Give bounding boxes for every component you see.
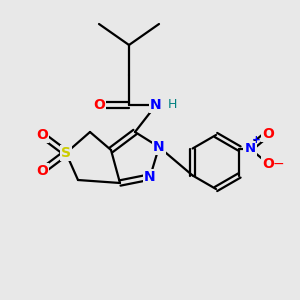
Text: S: S [61,146,71,160]
Text: N: N [153,140,165,154]
Text: O: O [262,157,274,170]
Text: O: O [36,128,48,142]
Text: N: N [150,98,162,112]
Text: O: O [36,164,48,178]
Text: O: O [262,127,274,140]
Text: O: O [93,98,105,112]
Text: H: H [168,98,177,112]
Text: −: − [273,157,284,170]
Text: N: N [144,170,156,184]
Text: N: N [244,142,255,155]
Text: +: + [252,135,261,145]
